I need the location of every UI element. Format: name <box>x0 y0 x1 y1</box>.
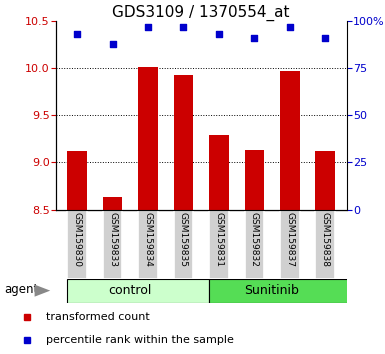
Text: agent: agent <box>5 283 39 296</box>
Bar <box>174 210 193 279</box>
Bar <box>315 151 335 210</box>
Bar <box>280 71 300 210</box>
Title: GDS3109 / 1370554_at: GDS3109 / 1370554_at <box>112 5 290 21</box>
Point <box>145 24 151 30</box>
Bar <box>67 279 209 303</box>
Polygon shape <box>35 285 50 297</box>
Point <box>180 24 186 30</box>
Text: transformed count: transformed count <box>46 312 150 322</box>
Bar <box>103 210 122 279</box>
Bar <box>138 67 158 210</box>
Bar <box>244 210 264 279</box>
Bar <box>244 150 264 210</box>
Text: GSM159835: GSM159835 <box>179 212 188 267</box>
Bar <box>280 210 300 279</box>
Text: GSM159832: GSM159832 <box>250 212 259 267</box>
Point <box>74 32 80 37</box>
Bar <box>209 279 351 303</box>
Text: GSM159834: GSM159834 <box>144 212 152 267</box>
Point <box>322 35 328 41</box>
Point <box>251 35 258 41</box>
Point <box>109 41 116 47</box>
Text: GSM159838: GSM159838 <box>321 212 330 267</box>
Text: percentile rank within the sample: percentile rank within the sample <box>46 335 234 345</box>
Text: GSM159837: GSM159837 <box>285 212 294 267</box>
Bar <box>138 210 158 279</box>
Point <box>216 32 222 37</box>
Bar <box>209 210 229 279</box>
Bar <box>174 75 193 210</box>
Text: GSM159833: GSM159833 <box>108 212 117 267</box>
Bar <box>67 210 87 279</box>
Text: control: control <box>109 284 152 297</box>
Text: GSM159831: GSM159831 <box>214 212 223 267</box>
Bar <box>103 197 122 210</box>
Bar <box>209 135 229 210</box>
Text: Sunitinib: Sunitinib <box>244 284 300 297</box>
Text: GSM159830: GSM159830 <box>73 212 82 267</box>
Bar <box>67 151 87 210</box>
Bar <box>315 210 335 279</box>
Point <box>287 24 293 30</box>
